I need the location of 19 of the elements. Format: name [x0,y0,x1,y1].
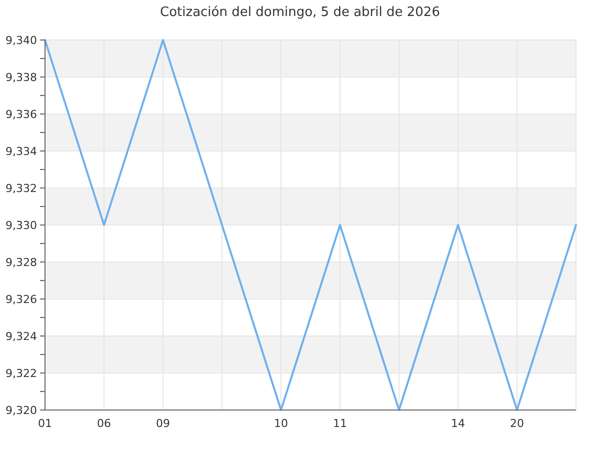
y-tick-label: 9,326 [6,292,37,306]
x-tick-label: 14 [451,417,465,430]
x-tick-label: 09 [156,417,170,430]
y-tick-label: 9,336 [6,108,37,121]
y-tick-label: 9,320 [6,404,37,417]
y-tick-label: 9,338 [6,70,37,84]
x-tick-label: 06 [97,417,111,430]
y-tick-label: 9,340 [6,34,37,47]
y-tick-label: 9,330 [6,218,37,232]
y-tick-label: 9,334 [6,144,37,158]
chart-title: Cotización del domingo, 5 de abril de 2026 [160,5,440,20]
y-tick-label: 9,324 [6,330,37,343]
x-tick-label: 20 [510,417,524,430]
y-tick-label: 9,322 [6,366,37,380]
x-tick-label: 11 [333,417,347,430]
y-tick-label: 9,332 [6,182,37,195]
x-tick-label: 10 [274,417,288,430]
y-tick-label: 9,328 [6,256,37,269]
x-tick-label: 01 [38,417,52,430]
